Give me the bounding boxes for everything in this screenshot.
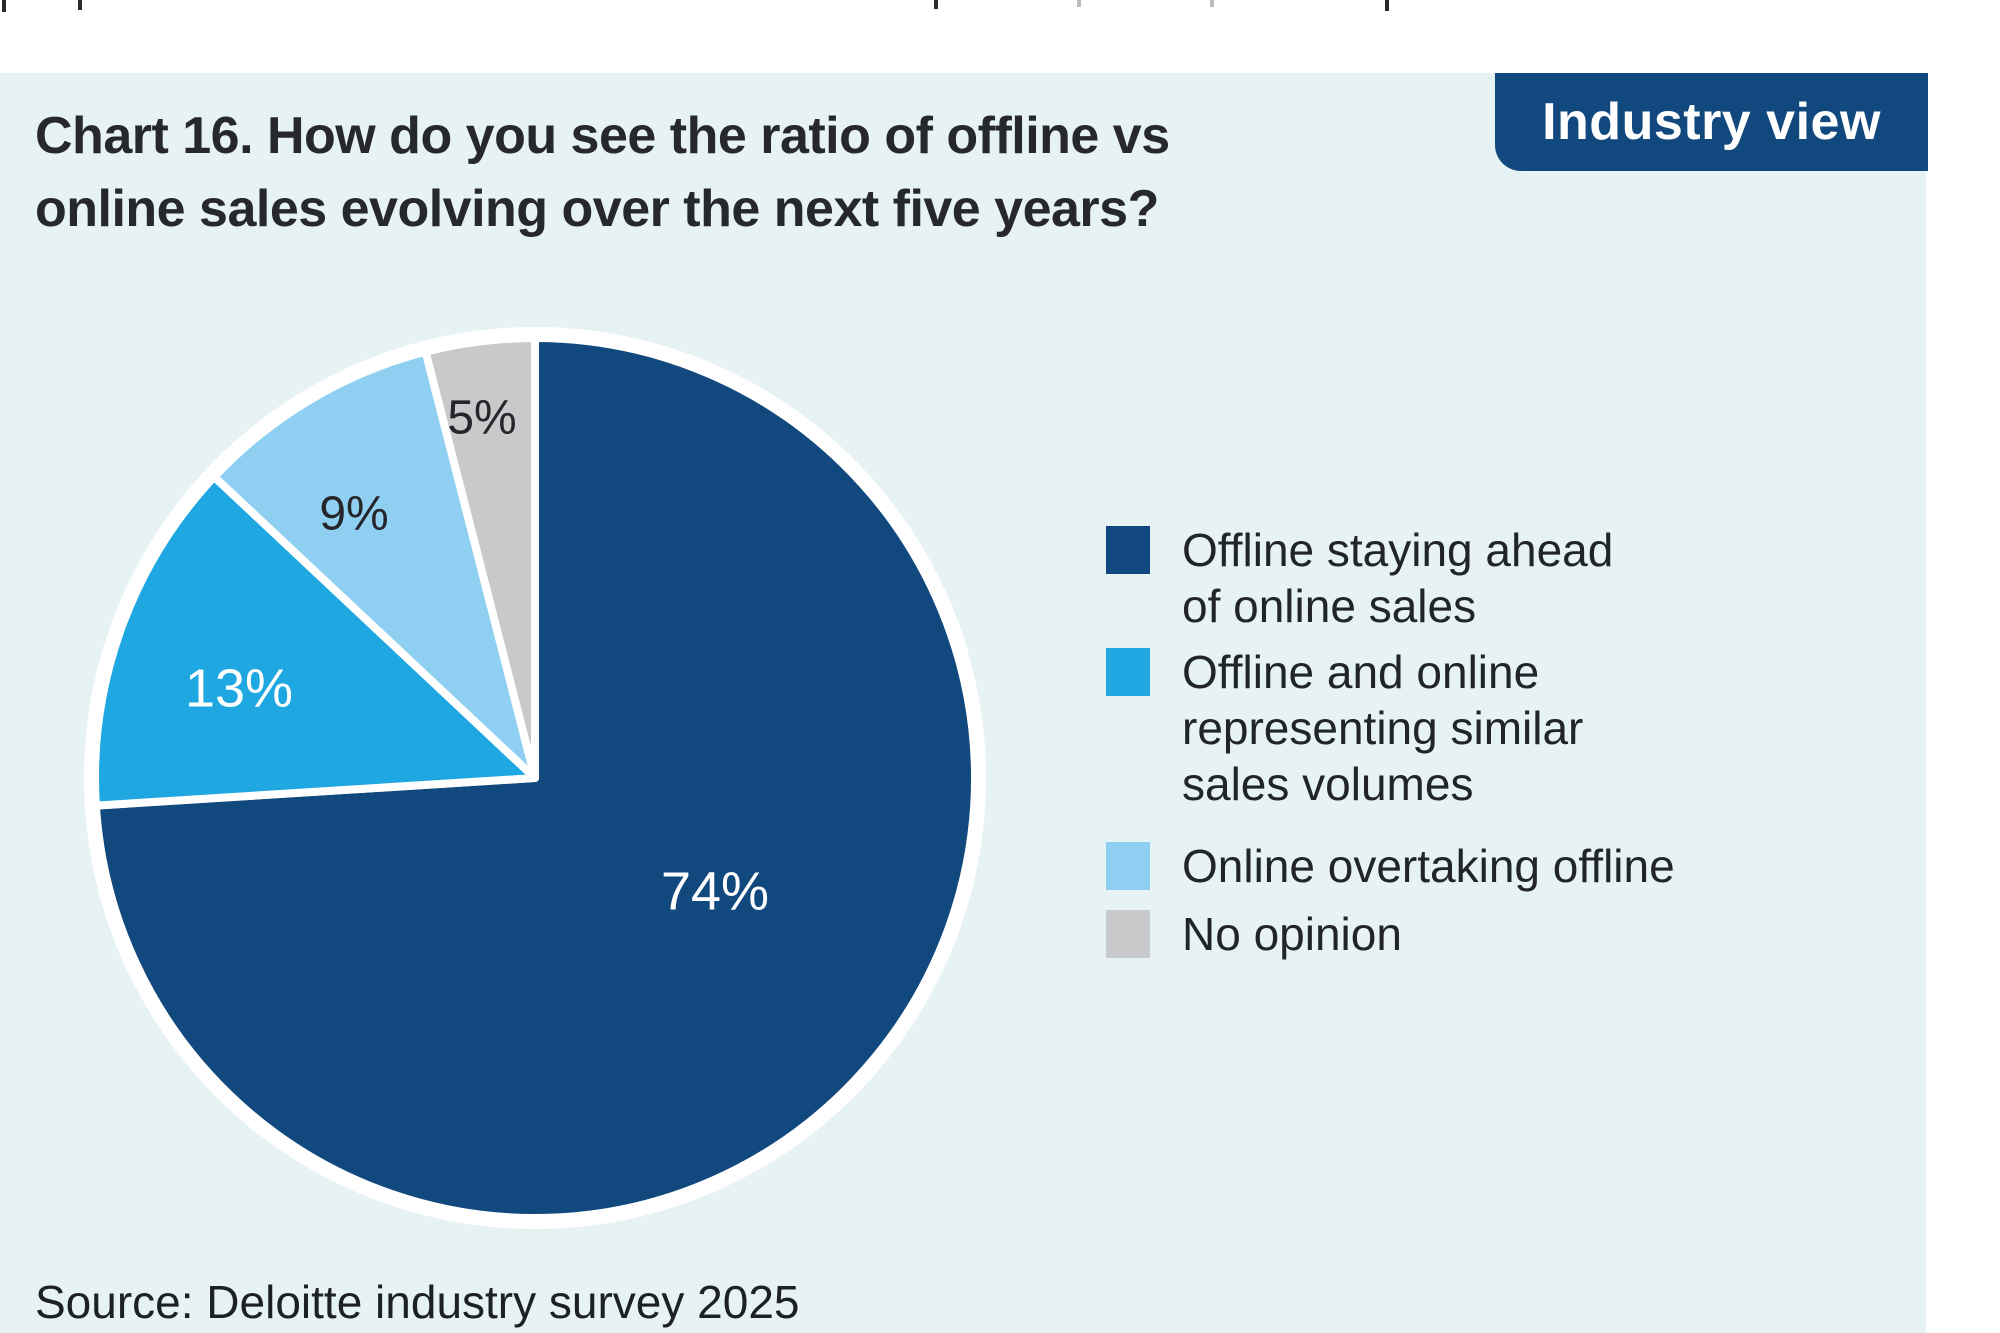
legend-swatch [1106, 910, 1150, 958]
legend-label-line: sales volumes [1182, 758, 1474, 810]
cropped-text-fragment [934, 0, 938, 9]
pie-slice-similar-volumes [91, 472, 539, 810]
chart-title-line2: online sales evolving over the next five… [35, 180, 1159, 238]
legend-item-no-opinion: No opinion [1106, 906, 1402, 962]
legend-swatch [1106, 648, 1150, 696]
pie-chart-svg: 74% 13% 9% 5% [84, 327, 986, 1229]
pie-label-13: 13% [185, 658, 293, 718]
industry-view-badge-label: Industry view [1542, 93, 1881, 151]
cropped-text-fragment [1077, 0, 1081, 7]
legend-item-similar-volumes: Offline and online representing similar … [1106, 644, 1583, 812]
pie-label-5: 5% [447, 391, 516, 444]
pie-slice-no-opinion [421, 333, 539, 782]
legend-label: Offline staying ahead of online sales [1182, 522, 1613, 634]
cropped-text-fragment [78, 0, 82, 10]
legend-label-line: Offline and online [1182, 646, 1540, 698]
chart-title: Chart 16. How do you see the ratio of of… [35, 100, 1395, 246]
legend-label-line: representing similar [1182, 702, 1584, 754]
legend-item-offline-ahead: Offline staying ahead of online sales [1106, 522, 1613, 634]
legend-label: Offline and online representing similar … [1182, 644, 1583, 812]
pie-label-74: 74% [661, 861, 769, 921]
legend-label-line: of online sales [1182, 580, 1477, 632]
legend-label: Online overtaking offline [1182, 838, 1675, 894]
cropped-text-fragment [1210, 0, 1214, 7]
pie-slice-online-overtaking [210, 347, 539, 782]
cropped-text-fragment [1385, 0, 1389, 11]
pie-label-9: 9% [319, 487, 388, 540]
legend-item-online-overtaking: Online overtaking offline [1106, 838, 1675, 894]
legend-swatch [1106, 842, 1150, 890]
legend-label: No opinion [1182, 906, 1402, 962]
legend-label-line: No opinion [1182, 908, 1402, 960]
industry-view-badge: Industry view [1495, 73, 1928, 171]
legend-label-line: Online overtaking offline [1182, 840, 1675, 892]
source-note: Source: Deloitte industry survey 2025 [35, 1276, 800, 1328]
legend-label-line: Offline staying ahead [1182, 524, 1614, 576]
chart-title-line1: Chart 16. How do you see the ratio of of… [35, 107, 1170, 165]
cropped-text-fragment [2, 0, 6, 12]
legend-swatch [1106, 526, 1150, 574]
pie-chart: 74% 13% 9% 5% [55, 298, 1015, 1258]
